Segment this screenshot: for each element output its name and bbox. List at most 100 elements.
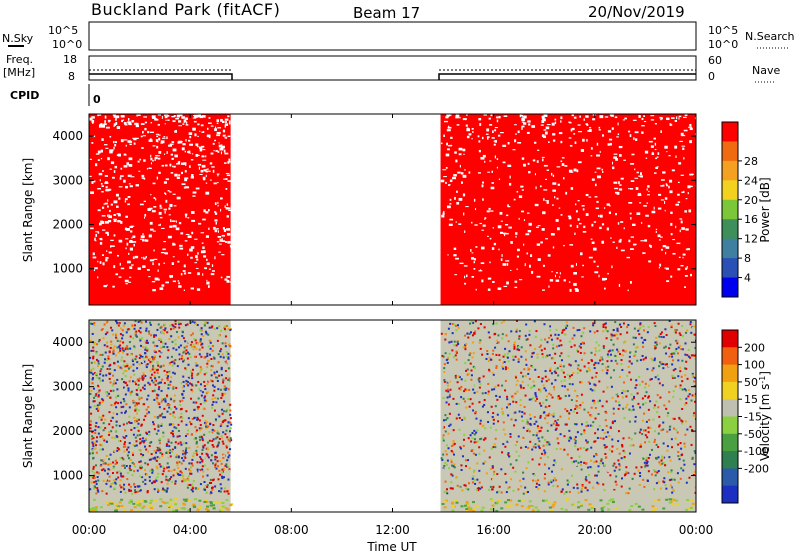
velocity-pixel: [681, 348, 684, 351]
power-gap: [108, 215, 113, 219]
velocity-pixel: [213, 385, 216, 388]
velocity-pixel: [554, 379, 557, 382]
velocity-pixel: [91, 435, 94, 438]
velocity-pixel: [528, 329, 531, 332]
power-gap: [507, 204, 509, 208]
velocity-pixel: [119, 347, 122, 350]
power-gap: [147, 208, 151, 211]
velocity-pixel: [452, 465, 455, 468]
power-gap: [106, 250, 108, 252]
power-gap: [160, 140, 165, 144]
velocity-pixel: [126, 346, 129, 349]
velocity-pixel: [174, 359, 177, 362]
velocity-pixel: [153, 380, 156, 383]
velocity-pixel: [576, 483, 579, 486]
velocity-pixel: [122, 372, 125, 375]
velocity-pixel: [169, 380, 172, 383]
velocity-pixel: [135, 412, 138, 415]
velocity-pixel: [623, 455, 626, 458]
velocity-pixel: [475, 504, 479, 507]
power-gap: [224, 124, 226, 128]
velocity-pixel: [191, 418, 194, 421]
velocity-pixel: [215, 419, 218, 422]
velocity-pixel: [676, 340, 679, 343]
velocity-pixel: [575, 395, 578, 398]
velocity-pixel: [574, 389, 577, 392]
power-gap: [489, 160, 492, 162]
velocity-pixel: [496, 413, 499, 416]
power-gap: [104, 115, 107, 119]
power-gap: [225, 207, 229, 210]
power-gap: [449, 114, 452, 116]
velocity-pixel: [580, 488, 583, 491]
power-gap: [443, 134, 445, 137]
power-gap: [508, 205, 511, 208]
velocity-pixel: [614, 359, 617, 362]
power-gap: [101, 185, 104, 188]
velocity-pixel: [539, 344, 542, 347]
velocity-pixel: [609, 426, 612, 429]
nsky-label: N.Sky: [2, 32, 34, 45]
velocity-pixel: [113, 369, 116, 372]
velocity-pixel: [568, 363, 571, 366]
velocity-pixel: [161, 473, 164, 476]
power-gap: [660, 118, 664, 120]
velocity-pixel: [606, 353, 609, 356]
velocity-pixel: [187, 376, 190, 379]
velocity-pixel: [195, 430, 198, 433]
velocity-pixel: [126, 363, 129, 366]
velocity-pixel: [479, 419, 482, 422]
power-gap: [685, 228, 689, 231]
velocity-pixel: [541, 353, 544, 356]
velocity-pixel: [192, 348, 195, 351]
velocity-pixel: [550, 338, 553, 341]
power-gap: [534, 173, 537, 176]
velocity-pixel: [638, 328, 641, 331]
velocity-pixel: [495, 366, 498, 369]
power-gap: [463, 212, 465, 216]
power-gap: [448, 145, 452, 147]
velocity-pixel: [124, 358, 127, 361]
power-gap: [139, 203, 144, 206]
power-gap: [187, 272, 192, 274]
power-gap: [101, 190, 104, 193]
velocity-pixel: [92, 445, 95, 448]
power-gap: [129, 276, 132, 278]
power-gap: [109, 168, 112, 170]
velocity-pixel: [654, 341, 657, 344]
velocity-pixel: [99, 330, 102, 333]
power-gap: [603, 207, 606, 209]
velocity-pixel: [465, 406, 468, 409]
velocity-pixel: [673, 376, 676, 379]
velocity-pixel: [678, 458, 681, 461]
velocity-pixel: [133, 345, 136, 348]
velocity-pixel: [166, 504, 170, 507]
velocity-pixel: [662, 428, 665, 431]
power-gap: [551, 122, 555, 126]
velocity-pixel: [496, 491, 499, 494]
velocity-pixel: [550, 382, 553, 385]
power-gap: [446, 205, 451, 209]
power-gap: [106, 284, 108, 286]
velocity-pixel: [93, 485, 96, 488]
power-gap: [195, 153, 199, 157]
velocity-pixel: [555, 345, 558, 348]
velocity-pixel: [221, 394, 224, 397]
power-gap: [487, 277, 492, 280]
power-gap: [514, 280, 518, 283]
velocity-pixel: [664, 464, 667, 467]
velocity-pixel: [156, 361, 159, 364]
power-gap: [172, 256, 175, 258]
velocity-pixel: [679, 366, 682, 369]
power-gap: [124, 279, 129, 283]
velocity-pixel: [666, 430, 669, 433]
velocity-pixel: [130, 509, 134, 512]
velocity-pixel: [616, 395, 619, 398]
velocity-pixel: [102, 394, 105, 397]
velocity-pixel: [643, 338, 646, 341]
velocity-pixel: [196, 453, 199, 456]
velocity-pixel: [537, 487, 540, 490]
velocity-pixel: [224, 507, 228, 510]
velocity-pixel: [529, 417, 532, 420]
velocity-pixel: [95, 358, 98, 361]
